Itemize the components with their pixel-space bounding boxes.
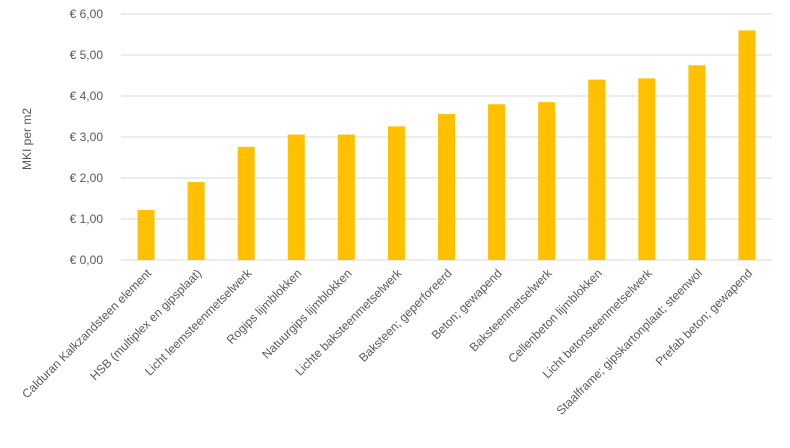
bar <box>337 134 355 260</box>
bar <box>237 146 255 260</box>
bar <box>538 102 556 261</box>
x-category-label: Prefab beton; gewapend <box>653 266 755 368</box>
bar <box>738 30 756 261</box>
y-tick-label: € 4,00 <box>70 89 104 103</box>
x-category-label: Baksteenmetselwerk <box>467 266 556 355</box>
bar <box>638 78 656 261</box>
y-tick-label: € 1,00 <box>70 212 104 226</box>
x-category-label: Natuurgips lijmblokken <box>259 266 354 361</box>
y-tick-label: € 6,00 <box>70 7 104 21</box>
bar <box>137 209 155 260</box>
y-axis-ticks: € 0,00 € 1,00 € 2,00 € 3,00 € 4,00 € 5,00 € 6,… <box>70 7 104 267</box>
y-tick-label: € 3,00 <box>70 130 104 144</box>
y-tick-label: € 0,00 <box>70 253 104 267</box>
y-axis-label: MKI per m2 <box>20 108 34 170</box>
bars <box>137 30 756 261</box>
y-tick-label: € 5,00 <box>70 48 104 62</box>
bar <box>488 104 506 260</box>
bar <box>438 114 455 260</box>
bar <box>588 79 606 260</box>
x-category-label: Cellenbeton lijmblokken <box>505 266 605 366</box>
y-tick-label: € 2,00 <box>70 171 104 185</box>
bar <box>688 65 706 260</box>
bar <box>187 182 205 260</box>
bar <box>287 134 305 260</box>
bar <box>387 126 405 260</box>
x-category-label: Baksteen; geperforeerd <box>356 266 455 365</box>
